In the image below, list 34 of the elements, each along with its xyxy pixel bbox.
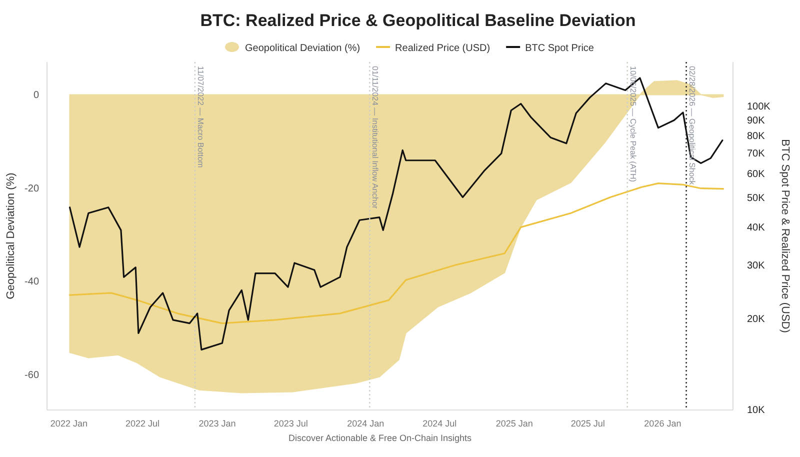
y2-tick-label: 10K — [747, 405, 766, 416]
x-tick-label: 2023 Jan — [198, 418, 236, 428]
y2-tick-label: 90K — [747, 115, 766, 126]
x-tick-label: 2022 Jul — [125, 418, 160, 428]
ref-line-label: 01/11/2024 — Institutional Inflow Anchor — [370, 66, 380, 209]
x-tick-label: 2024 Jan — [347, 418, 384, 428]
y2-tick-label: 100K — [747, 102, 771, 113]
x-tick-label: 2024 Jul — [422, 418, 457, 428]
y-axis-title: Geopolitical Deviation (%) — [5, 172, 17, 300]
x-tick-label: 2025 Jan — [496, 418, 533, 428]
y-tick-label: -60 — [24, 370, 40, 382]
text: Discover Actionable & Free On-Chain Insights — [288, 433, 472, 443]
y2-tick-label: 60K — [747, 168, 766, 180]
y2-tick-label: 40K — [747, 222, 766, 234]
ref-line-label: 11/07/2022 — Macro Bottom — [196, 66, 205, 168]
y-tick-label: -20 — [24, 183, 40, 194]
legend-label: Realized Price (USD) — [395, 43, 490, 54]
ref-line-label: 10/06/2025 — Cycle Peak (ATH) — [628, 66, 638, 182]
x-tick-label: 2026 Jan — [644, 418, 682, 428]
y2-tick-label: 20K — [747, 314, 766, 325]
y2-tick-label: 50K — [747, 192, 766, 204]
y2-tick-label: 80K — [747, 130, 766, 142]
legend-label: BTC Spot Price — [525, 43, 594, 54]
y-tick-label: 0 — [33, 90, 40, 101]
legend-label: Geopolitical Deviation (%) — [244, 43, 360, 54]
y-tick-label: -40 — [24, 276, 40, 288]
y2-tick-label: 70K — [747, 148, 766, 160]
ref-line-label: 02/28/2026 — Geopolitical Shock — [687, 66, 696, 186]
y2-tick-label: 30K — [747, 260, 766, 272]
chart-title: BTC: Realized Price & Geopolitical Baseline Deviation — [200, 11, 636, 30]
x-tick-label: 2025 Jul — [570, 418, 605, 428]
x-tick-label: 2023 Jul — [274, 418, 308, 428]
y2-axis-title: BTC Spot Price & Realized Price (USD) — [779, 139, 791, 333]
x-tick-label: 2022 Jan — [50, 418, 88, 428]
